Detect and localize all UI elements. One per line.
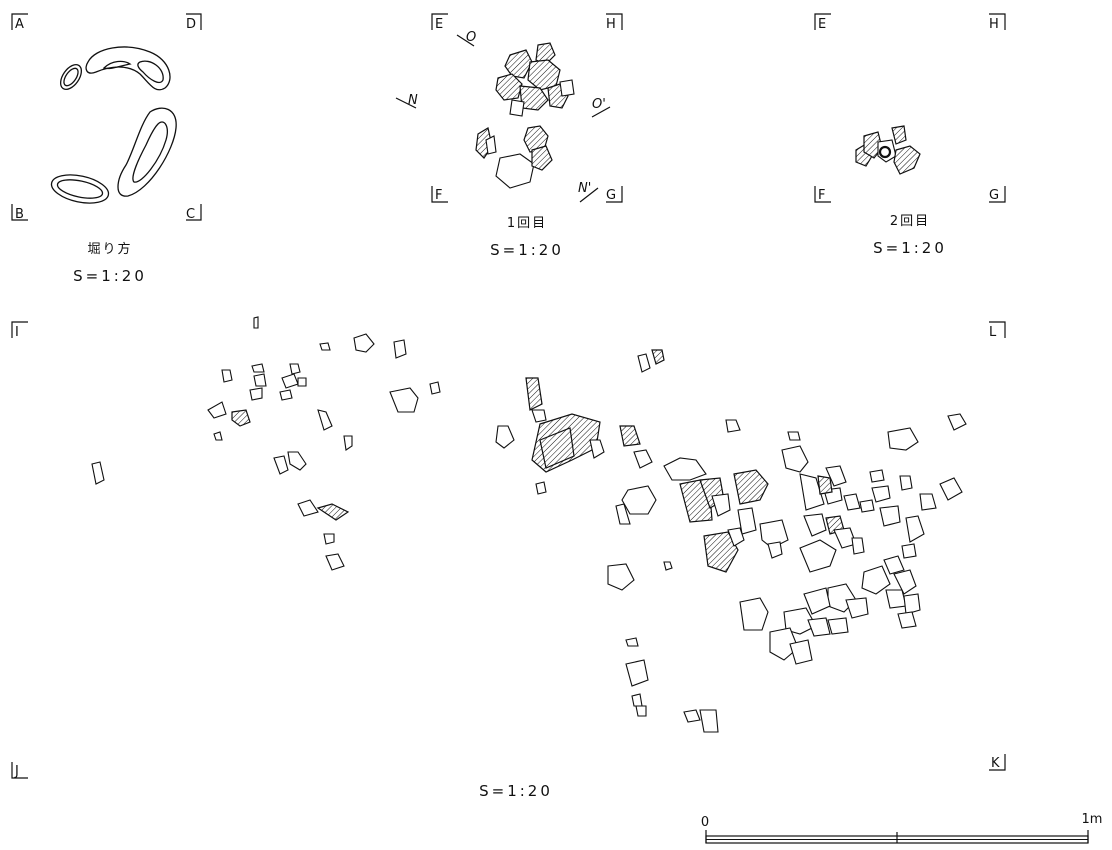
section-line-o-prime	[591, 106, 611, 118]
section-label-o: O	[466, 30, 476, 45]
corner-label-f: F	[435, 188, 442, 203]
corner-mark-i	[11, 321, 28, 338]
corner-mark-j	[11, 762, 28, 779]
corner-label-j: J	[14, 764, 19, 779]
corner-label-d: D	[186, 17, 196, 32]
second-stage-caption: 2回目	[890, 214, 930, 229]
pit-panel: A D B C 堀り方 S=1:20	[11, 13, 202, 285]
pit-caption: 堀り方	[87, 241, 132, 257]
corner-label-e: E	[435, 17, 443, 32]
corner-mark-h2	[989, 13, 1006, 30]
post-hole-outlines	[50, 46, 177, 204]
left-stone-scatter	[91, 316, 441, 571]
scale-bar: 0 1m	[701, 812, 1103, 844]
corner-label-c: C	[186, 207, 195, 222]
corner-mark-f	[431, 186, 448, 203]
corner-label-e2: E	[818, 17, 826, 32]
section-line-n	[395, 97, 417, 109]
corner-label-h: H	[606, 17, 616, 32]
main-plan-scale-label: S=1:20	[479, 782, 553, 800]
corner-mark-c	[186, 204, 202, 221]
corner-label-b: B	[15, 207, 24, 222]
section-label-n: N	[408, 93, 418, 108]
section-label-n-prime: N'	[578, 181, 591, 196]
corner-label-a: A	[15, 17, 24, 32]
section-line-o	[456, 34, 475, 47]
second-stage-panel: E H F G 2回目 S=1:20	[814, 13, 1006, 257]
corner-label-k: K	[991, 756, 1000, 771]
corner-label-g2: G	[989, 188, 999, 203]
corner-label-f2: F	[818, 188, 825, 203]
pit-scale-label: S=1:20	[73, 267, 147, 285]
corner-mark-l	[989, 321, 1006, 338]
corner-mark-e2	[814, 13, 831, 30]
corner-mark-g2	[989, 186, 1006, 203]
corner-mark-d	[186, 13, 202, 30]
first-stage-scale-label: S=1:20	[490, 241, 564, 259]
section-line-n-prime	[579, 187, 599, 203]
corner-label-g: G	[606, 188, 616, 203]
corner-mark-h	[606, 13, 623, 30]
section-label-o-prime: O'	[592, 97, 606, 112]
scale-bar-start-label: 0	[701, 815, 709, 830]
corner-label-h2: H	[989, 17, 999, 32]
corner-mark-k	[989, 754, 1006, 771]
corner-mark-f2	[814, 186, 831, 203]
corner-label-l: L	[989, 325, 997, 340]
corner-mark-a	[11, 13, 28, 30]
right-stone-cluster	[495, 349, 967, 733]
first-stage-caption: 1回目	[507, 216, 547, 231]
scale-bar-end-label: 1m	[1082, 812, 1103, 827]
corner-mark-g	[606, 186, 623, 203]
corner-mark-e	[431, 13, 448, 30]
first-stage-panel: E H F G O O' N N' 1	[395, 13, 623, 259]
first-stage-stones	[475, 42, 575, 189]
corner-label-i: I	[15, 325, 19, 340]
second-stage-scale-label: S=1:20	[873, 239, 947, 257]
second-stage-stones	[855, 125, 921, 175]
corner-mark-b	[11, 204, 28, 221]
main-plan-panel: I L J K	[11, 316, 1006, 800]
